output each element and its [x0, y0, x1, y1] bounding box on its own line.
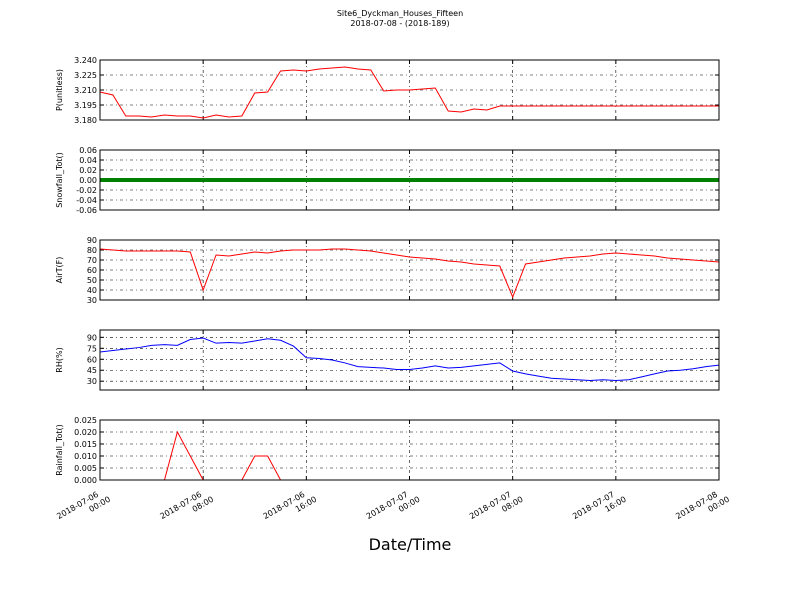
y-tick-label: 80	[87, 246, 97, 255]
plot-frame	[99, 419, 720, 481]
y-tick-label: 0.020	[74, 428, 97, 437]
x-tick-label: 2018-07-0600:00	[55, 486, 112, 530]
y-tick-label: 30	[87, 296, 97, 305]
y-tick-label: -0.04	[76, 196, 97, 205]
x-tick-label: 2018-07-0800:00	[674, 486, 731, 530]
y-tick-label: 3.225	[74, 71, 97, 80]
y-tick-label: 0.000	[74, 476, 97, 485]
y-tick-label: -0.02	[76, 186, 97, 195]
y-tick-label: 3.210	[74, 86, 97, 95]
y-tick-label: 40	[87, 286, 97, 295]
y-tick-label: 60	[87, 266, 97, 275]
y-tick-label: 70	[87, 256, 97, 265]
y-tick-label: 0.015	[74, 440, 97, 449]
data-line	[99, 337, 720, 381]
x-tick-label: 2018-07-0608:00	[158, 486, 215, 530]
x-tick-label: 2018-07-0616:00	[262, 486, 319, 530]
y-tick-label: 75	[87, 344, 97, 353]
y-tick-label: 3.180	[74, 116, 97, 125]
y-tick-label: 90	[87, 333, 97, 342]
chart-subtitle: 2018-07-08 - (2018-189)	[350, 19, 449, 28]
plot-frame	[99, 59, 720, 121]
plot-frame	[99, 329, 720, 391]
x-axis-label: Date/Time	[369, 535, 452, 554]
y-tick-label: 50	[87, 276, 97, 285]
y-tick-label: 0.010	[74, 452, 97, 461]
y-tick-label: 45	[87, 366, 97, 375]
plot-frame	[99, 149, 720, 211]
y-tick-label: 0.04	[79, 156, 97, 165]
x-tick-label: 2018-07-0708:00	[468, 486, 525, 530]
y-tick-label: 0.00	[79, 176, 97, 185]
y-tick-label: 0.025	[74, 416, 97, 425]
y-tick-label: 60	[87, 355, 97, 364]
y-tick-label: 30	[87, 377, 97, 386]
y-tick-label: 0.06	[79, 146, 97, 155]
chart-title: Site6_Dyckman_Houses_Fifteen	[337, 9, 463, 18]
y-tick-label: 0.02	[79, 166, 97, 175]
y-tick-label: 0.005	[74, 464, 97, 473]
data-line	[99, 66, 719, 119]
plot-frame	[99, 239, 720, 301]
y-tick-label: -0.06	[76, 206, 97, 215]
y-axis-label: P(unitless)	[55, 69, 64, 111]
y-tick-label: 90	[87, 236, 97, 245]
y-axis-label: AirT(F)	[55, 257, 64, 284]
y-axis-label: RH(%)	[55, 347, 64, 372]
y-tick-label: 3.195	[74, 101, 97, 110]
x-tick-label: 2018-07-0716:00	[571, 486, 628, 530]
y-axis-label: Rainfall_Tot()	[55, 424, 64, 476]
data-line	[99, 248, 720, 299]
y-tick-label: 3.240	[74, 56, 97, 65]
y-axis-label: Snowfall_Tot()	[55, 152, 64, 208]
x-tick-label: 2018-07-0700:00	[365, 486, 422, 530]
